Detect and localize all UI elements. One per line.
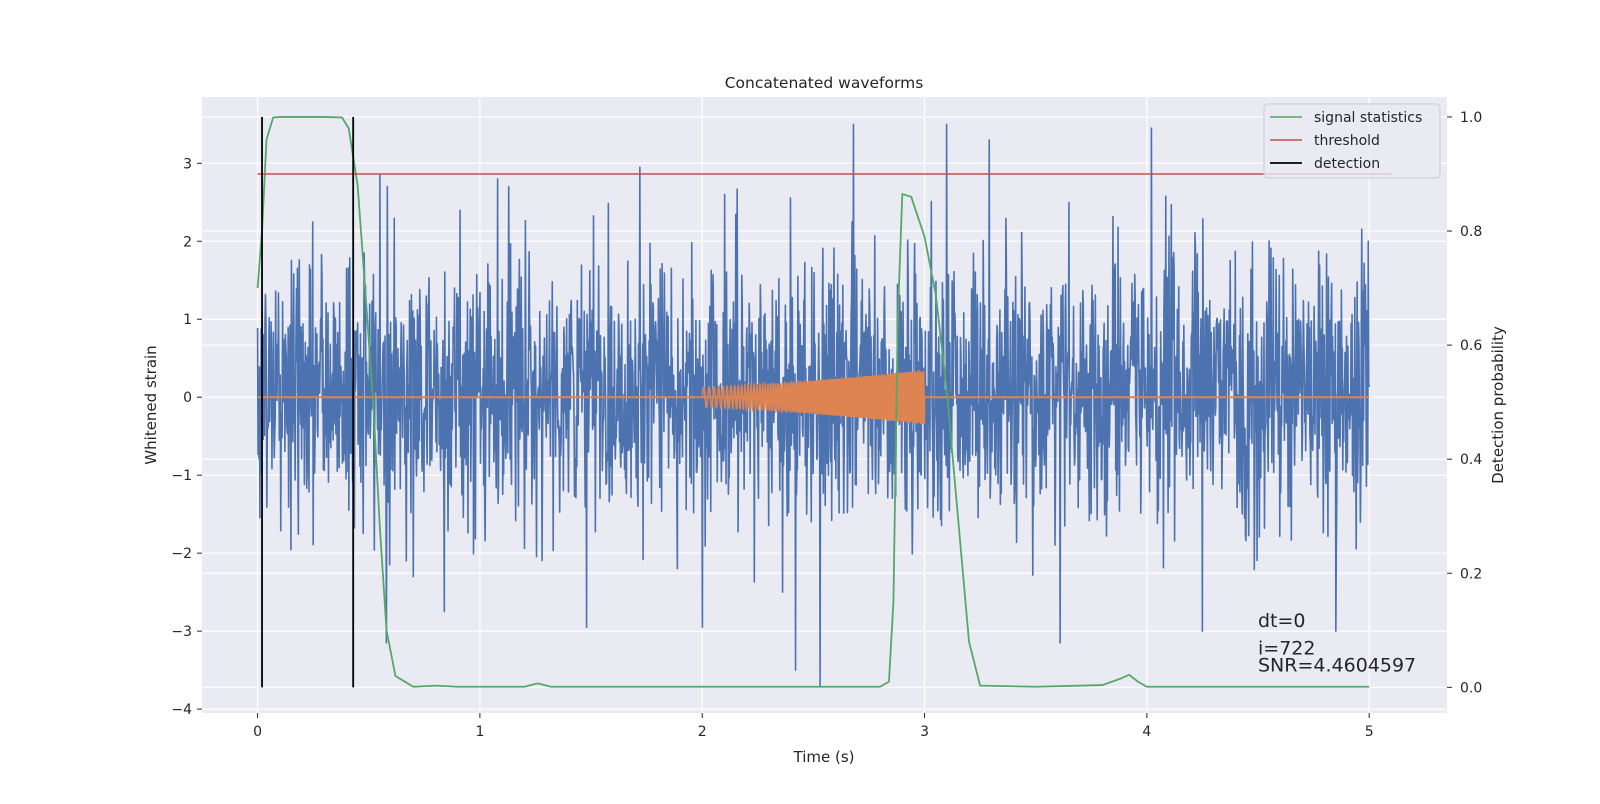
y2-tick-label: 0.0 <box>1460 680 1482 696</box>
y2-tick-label: 0.4 <box>1460 452 1482 468</box>
chart-title: Concatenated waveforms <box>725 74 924 92</box>
y-tick-label: −3 <box>171 624 192 640</box>
y2-tick-label: 0.8 <box>1460 224 1482 240</box>
legend-label-threshold: threshold <box>1314 133 1380 149</box>
legend-label-detection: detection <box>1314 156 1380 172</box>
annotation-dt: dt=0 <box>1258 610 1306 632</box>
series-line-injected-chirp <box>701 370 926 425</box>
y2-tick-label: 1.0 <box>1460 110 1482 126</box>
x-tick-label: 0 <box>253 724 262 740</box>
annotation-index: i=722 <box>1258 638 1315 660</box>
y2-axis-label: Detection probability <box>1489 326 1507 484</box>
x-axis-label: Time (s) <box>793 748 855 766</box>
y-tick-label: 2 <box>183 234 192 250</box>
x-tick-label: 5 <box>1365 724 1374 740</box>
series-line-strain <box>256 123 1370 687</box>
x-tick-label: 4 <box>1142 724 1151 740</box>
legend: signal statistics threshold detection <box>1263 103 1441 179</box>
x-tick-label: 3 <box>920 724 929 740</box>
x-tick-label: 2 <box>698 724 707 740</box>
y-tick-label: −2 <box>171 546 192 562</box>
x-tick-label: 1 <box>475 724 484 740</box>
annotation-snr: SNR=4.4604597 <box>1258 655 1416 677</box>
tick-layer: 0 1 2 3 4 5 −4 −3 −2 −1 0 1 2 3 0.0 0.2 0.4 0.6 0.8 1.0 <box>171 110 1482 740</box>
y2-tick-label: 0.2 <box>1460 566 1482 582</box>
legend-label-signal-statistics: signal statistics <box>1314 110 1422 126</box>
y-tick-label: 1 <box>183 312 192 328</box>
y-axis-label: Whitened strain <box>142 345 160 464</box>
legend-frame <box>1263 103 1441 179</box>
y-tick-label: −1 <box>171 468 192 484</box>
series-layer <box>256 116 1392 688</box>
y-tick-label: 3 <box>183 156 192 172</box>
series-line-signal-statistics <box>256 116 1370 688</box>
y-tick-label: −4 <box>171 702 192 718</box>
y2-tick-label: 0.6 <box>1460 338 1482 354</box>
y-tick-label: 0 <box>183 390 192 406</box>
